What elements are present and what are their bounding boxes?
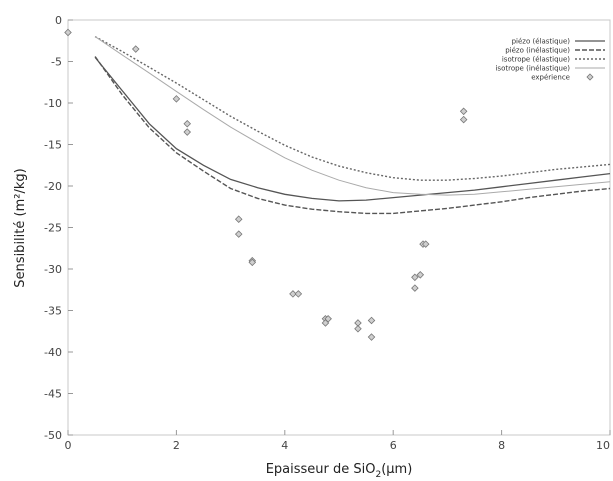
x-tick-label: 10 [596,439,610,452]
experiment-point [289,290,297,298]
experiment-point [416,271,425,279]
legend-label: isotrope (élastique) [502,56,570,64]
legend-label: piézo (inélastique) [505,47,570,55]
x-tick-label: 6 [390,439,397,452]
series-line-3 [94,36,611,196]
experiment-point [324,315,332,323]
experiment-point [172,95,181,103]
plot-area [67,19,611,436]
experiment-point [183,119,192,128]
x-tick-label: 0 [65,439,72,452]
y-tick-label: -25 [44,222,62,235]
series-layer [64,28,611,341]
y-axis-title: Sensibilité (m²/kg) [13,168,28,287]
experiment-point [183,128,192,136]
series-line-0 [94,56,611,202]
experiment-point [234,215,243,223]
experiment-point [367,316,376,325]
legend: piézo (élastique)piézo (inélastique)isot… [495,38,605,82]
x-axis-title-unit: (µm) [381,462,412,477]
y-tick-label: -20 [44,180,62,193]
y-tick-label: -10 [44,97,62,110]
x-tick-label: 2 [173,439,180,452]
y-axis: 0 -5 -10 -15 -20 -25 -30 -35 -40 -45 -50 [44,14,73,442]
x-axis-title-subscript: 2 [375,470,381,480]
experiment-point [459,115,468,124]
y-tick-label: -30 [44,263,62,276]
y-tick-label: -5 [51,56,62,69]
experiment-point [64,28,72,37]
experiment-point [234,230,243,238]
x-axis: 0 2 4 6 8 10 [65,430,611,452]
experiment-point [411,273,419,282]
experiment-point [248,258,257,267]
y-tick-label: -40 [44,346,62,359]
legend-label: isotrope (inélastique) [495,65,570,73]
experiment-point [354,324,362,333]
y-tick-label: -50 [44,429,62,442]
y-tick-label: -35 [44,305,62,318]
y-tick-label: -15 [44,139,62,152]
x-tick-label: 8 [498,439,505,452]
legend-label: piézo (élastique) [512,38,571,46]
experiment-point [459,107,468,116]
experiment-point [131,45,140,53]
legend-label: expérience [531,74,570,82]
x-tick-label: 4 [281,439,288,452]
experiment-point [411,284,419,292]
legend-swatch [586,73,594,81]
y-tick-label: -45 [44,388,62,401]
y-tick-label: 0 [55,14,62,27]
x-axis-title-main: Epaisseur de SiO [266,462,376,477]
x-axis-title: Epaisseur de SiO2(µm) [266,462,413,480]
series-line-1 [94,56,611,215]
experiment-point [367,333,376,341]
experiment-point [421,240,430,248]
experiment-point [294,290,303,298]
